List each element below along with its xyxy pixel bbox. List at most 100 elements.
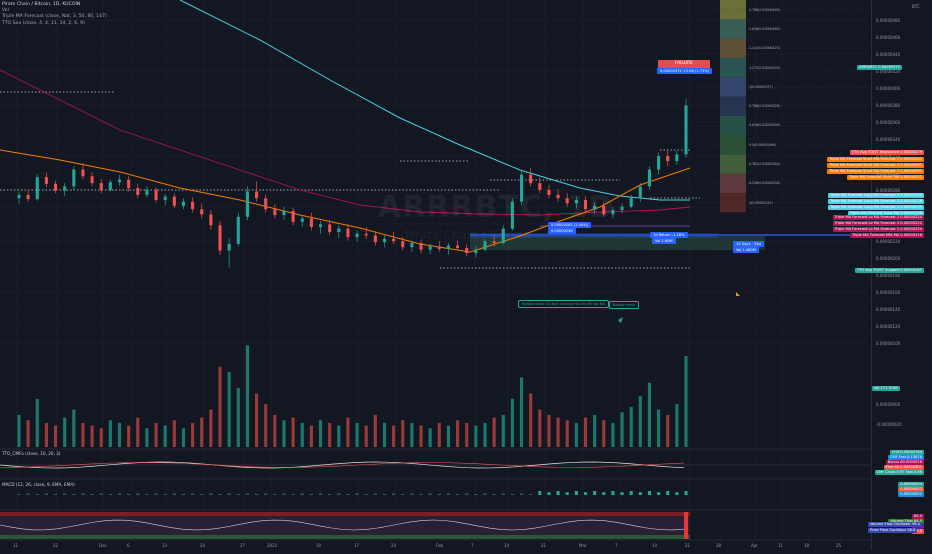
osc-background [0, 512, 690, 539]
volume-bar [63, 417, 67, 447]
volume-bar [574, 422, 578, 447]
price-tick-label: 0.00000140 [876, 307, 901, 312]
candle-body [373, 235, 377, 243]
macd-histogram-bar [81, 493, 85, 495]
bubble-note[interactable]: Bubble above 50 days running into the 89… [518, 300, 609, 308]
volume-bar [163, 425, 167, 447]
volume-bar [483, 422, 487, 447]
chart-legend: Pirate Chain / Bitcoin, 1D, KUCOIN Vol T… [2, 2, 107, 27]
macd-histogram-bar [355, 493, 359, 495]
volume-bar [492, 417, 496, 447]
time-tick-label: 28 [716, 543, 722, 548]
candle-body [136, 188, 140, 195]
candle-body [127, 179, 131, 189]
candle-body [236, 216, 240, 244]
fib-level-label: 1.272(0.00000403) [749, 65, 780, 70]
candle-body [647, 169, 652, 187]
candle-body [456, 245, 460, 249]
fib-level-label: 0(0.00000242) [749, 200, 773, 205]
price-scale-label: Triple MA Forecast Lo MA Forecast 3 0.00… [832, 221, 924, 226]
candle-body [620, 206, 624, 211]
volume-bar [273, 414, 277, 447]
trade-box: 0.00000372 +2.66 (1.73%) [657, 68, 713, 74]
time-tick-label: Dec [99, 543, 107, 548]
volume-bar [529, 393, 533, 447]
candle-body [218, 225, 222, 251]
macd-histogram-bar [200, 493, 204, 495]
macd-histogram-bar [428, 493, 432, 495]
volume-bar [666, 414, 670, 447]
volume-bar [675, 404, 679, 447]
volume-bar [373, 414, 377, 447]
candle-body [629, 198, 633, 207]
candle-body [145, 189, 149, 195]
macd-histogram-bar [282, 493, 286, 495]
volume-bar [556, 417, 560, 447]
tto-indicator-title[interactable]: TTO Sea (close, 4, 4, 11, 14, 2, 6, 9) [2, 20, 85, 26]
macd-histogram-bar [373, 493, 377, 495]
candle-body [108, 182, 112, 190]
cursor-icon [618, 317, 623, 323]
macd-histogram-bar [346, 493, 350, 495]
time-tick-label: 2022 [267, 543, 278, 548]
macd-histogram-bar [300, 493, 304, 495]
volume-bar [510, 398, 514, 447]
volume-bar [364, 425, 368, 447]
tto-pane-title[interactable]: TTO_CMFo (close, 10, 20, 3) [2, 451, 61, 456]
macd-histogram-bar [647, 491, 652, 495]
volume-bar [90, 425, 94, 447]
candle-body [684, 105, 688, 155]
candle-body [465, 248, 469, 254]
price-tick-label: 0.00000420 [876, 69, 901, 74]
volume-bar [465, 422, 469, 447]
short-ma-line [0, 149, 691, 253]
candle-body [337, 228, 341, 233]
time-tick-label: Feb [436, 543, 444, 548]
volume-indicator-title[interactable]: Vol [2, 8, 9, 14]
volume-bar [501, 414, 505, 447]
volume-value-label: Vol 277.374K [872, 386, 900, 391]
info-return: 1d Return -1.18% [650, 232, 688, 238]
volume-bar [355, 422, 359, 447]
time-tick-label: 11 [13, 543, 19, 548]
volume-bar [428, 428, 432, 447]
volume-bar [638, 396, 642, 447]
candle-body [583, 199, 588, 210]
measure-box-b: 0.00000248 [548, 228, 576, 234]
volume-tick-label: -0.00000020 [876, 422, 902, 427]
price-scale-label: Triple MA Forecast Long MA Forecast 1 0.… [828, 205, 924, 210]
candle-body [309, 218, 313, 227]
time-tick-label: 11 [778, 543, 784, 548]
symbol-title[interactable]: Pirate Chain / Bitcoin, 1D, KUCOIN [2, 2, 81, 7]
candle-body [574, 199, 578, 204]
macd-histogram-bar [556, 491, 560, 495]
volume-bar [309, 425, 313, 447]
candle-body [483, 241, 487, 250]
macd-histogram-bar [620, 492, 624, 495]
price-tick-label: 0.00000320 [876, 154, 900, 159]
price-scale-label: Triple MA Forecast Long MA 0.00000236 [847, 211, 924, 216]
price-scale-label: Triple MA Forecast Long MA Forecast 3 0.… [828, 193, 924, 198]
volume-bar [81, 422, 85, 447]
candle-body [501, 228, 505, 243]
oscillator-value-label: Price Flow Oscillator 36.8 [868, 528, 918, 533]
macd-histogram-bar [657, 492, 661, 495]
pane-value-label: 0.00000003 [898, 487, 924, 492]
candle-body [611, 210, 615, 215]
volume-bar [328, 422, 332, 447]
price-tick-label: 0.00000360 [876, 120, 901, 125]
time-tick-label: 13 [162, 543, 168, 548]
macd-histogram-bar [382, 493, 387, 495]
volume-bar [401, 420, 405, 447]
macd-histogram-bar [538, 491, 542, 495]
candle-body [17, 194, 21, 199]
triple-ma-indicator-title[interactable]: Triple MA Forecast (close, Nat, 3, 50, 8… [2, 14, 107, 20]
macd-histogram-bar [127, 493, 131, 495]
macd-histogram-bar [565, 492, 569, 495]
fib-level-label: 1(0.00000377) [749, 84, 773, 89]
volume-bar [647, 382, 652, 447]
bubble-break-note[interactable]: Bubble break [609, 301, 639, 309]
macd-pane-title[interactable]: MACD (12, 26, close, 9, EMA, EMA) [2, 482, 75, 487]
